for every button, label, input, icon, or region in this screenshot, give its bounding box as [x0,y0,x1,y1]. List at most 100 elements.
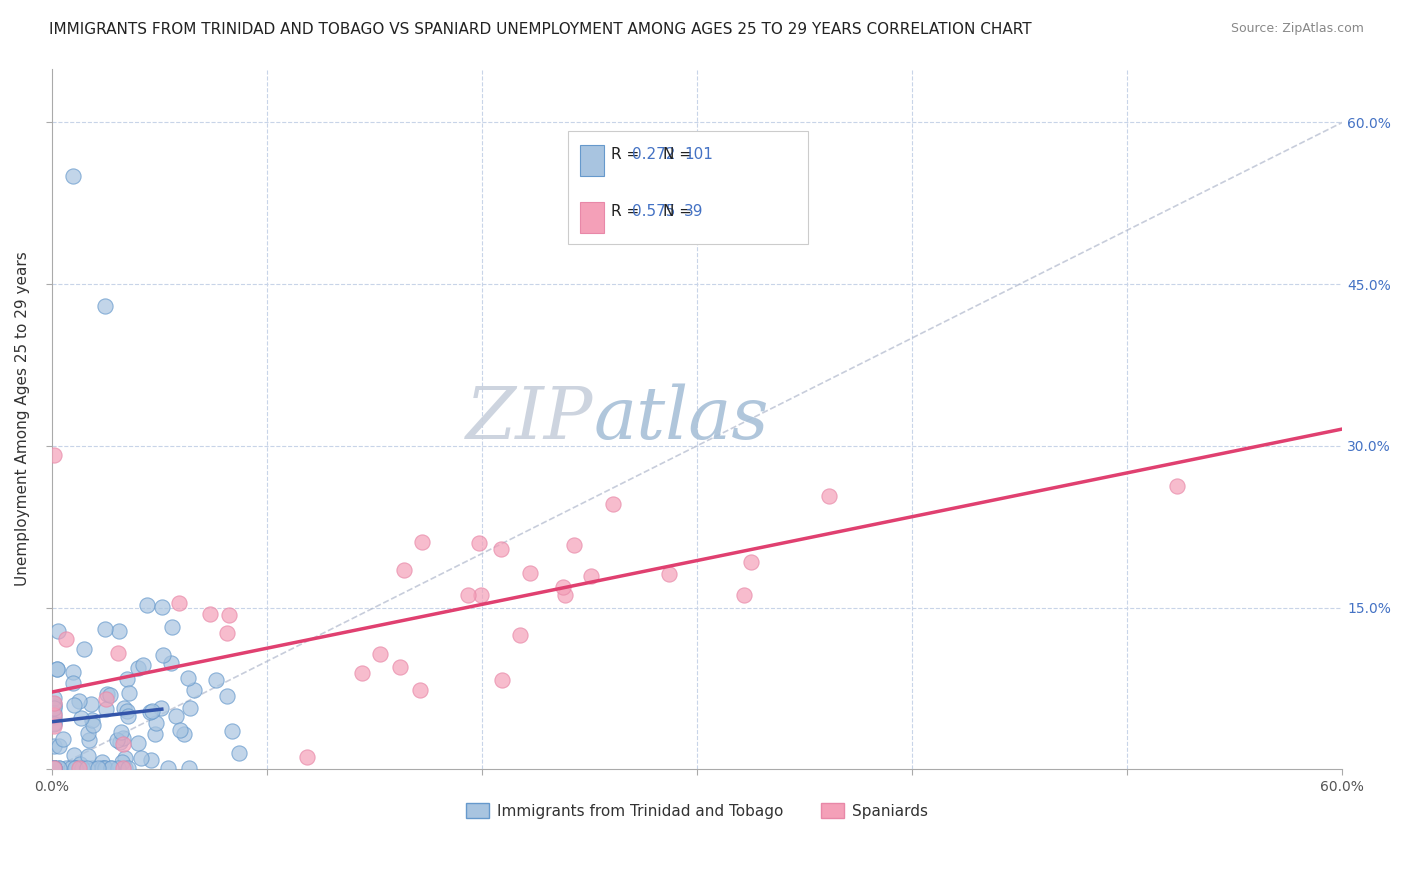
Text: Source: ZipAtlas.com: Source: ZipAtlas.com [1230,22,1364,36]
Legend: Immigrants from Trinidad and Tobago, Spaniards: Immigrants from Trinidad and Tobago, Spa… [460,797,934,825]
Point [87,761,110,775]
Point [42,701,65,715]
Point [165,709,187,723]
Point [167,596,190,610]
Point [42,761,65,775]
Point [457,588,479,602]
Point [368,647,391,661]
Text: 0.272: 0.272 [631,147,675,162]
Point [114,761,136,775]
Point [740,556,762,570]
Point [467,536,489,550]
Text: 39: 39 [685,203,704,219]
Point [108,624,131,638]
Point [42,761,65,775]
Point [509,628,531,642]
Point [45,662,67,676]
Point [42,761,65,775]
Point [63,761,86,775]
Point [55,632,77,646]
Text: R =: R = [612,203,644,219]
Point [149,701,172,715]
Point [114,751,136,765]
Point [145,716,167,731]
Point [82,718,104,732]
Point [221,723,243,738]
Point [90,755,112,769]
Point [76,749,98,764]
Point [90,761,112,775]
Text: N =: N = [662,203,696,219]
Point [1166,479,1188,493]
Point [100,761,122,775]
Point [118,686,141,700]
Point [42,697,65,711]
Point [205,673,228,687]
Point [48,761,70,775]
Point [107,646,129,660]
Point [42,761,65,775]
Point [602,497,624,511]
Point [160,620,183,634]
Point [59,761,82,775]
Point [42,717,65,731]
Point [111,737,134,751]
Point [139,753,162,767]
Point [127,736,149,750]
Point [143,727,166,741]
Point [62,665,84,679]
Point [62,747,84,762]
Point [94,299,117,313]
Point [55,761,77,775]
Y-axis label: Unemployment Among Ages 25 to 29 years: Unemployment Among Ages 25 to 29 years [15,252,30,586]
Point [218,607,240,622]
Point [132,658,155,673]
Point [409,683,432,698]
Point [62,675,84,690]
Point [115,672,138,686]
Point [42,761,65,775]
Point [157,761,180,775]
Point [818,489,841,503]
Point [112,761,135,775]
Point [93,761,115,775]
Point [108,734,131,748]
Point [111,755,134,769]
Point [491,673,513,688]
Point [658,566,681,581]
Point [42,690,65,705]
Point [129,751,152,765]
Point [198,607,221,621]
Point [42,761,65,775]
Point [42,708,65,723]
Point [173,727,195,741]
Point [136,598,159,612]
Point [65,761,87,775]
Point [733,588,755,602]
Point [82,761,104,775]
Point [48,761,70,775]
Point [352,666,374,681]
Point [100,761,122,775]
Point [117,704,139,718]
Point [112,701,135,715]
Point [470,588,492,602]
Point [177,671,200,685]
Point [67,761,90,775]
Point [105,732,128,747]
Point [392,563,415,577]
Point [80,713,103,727]
Text: R =: R = [612,147,644,162]
Point [42,761,65,775]
Point [48,739,70,753]
Text: N =: N = [662,147,696,162]
Point [70,761,93,775]
Point [62,169,84,184]
Point [215,689,238,703]
Point [141,704,163,718]
Text: atlas: atlas [593,384,769,454]
Point [579,569,602,583]
Point [63,698,86,712]
Point [228,746,250,760]
Point [551,580,574,594]
